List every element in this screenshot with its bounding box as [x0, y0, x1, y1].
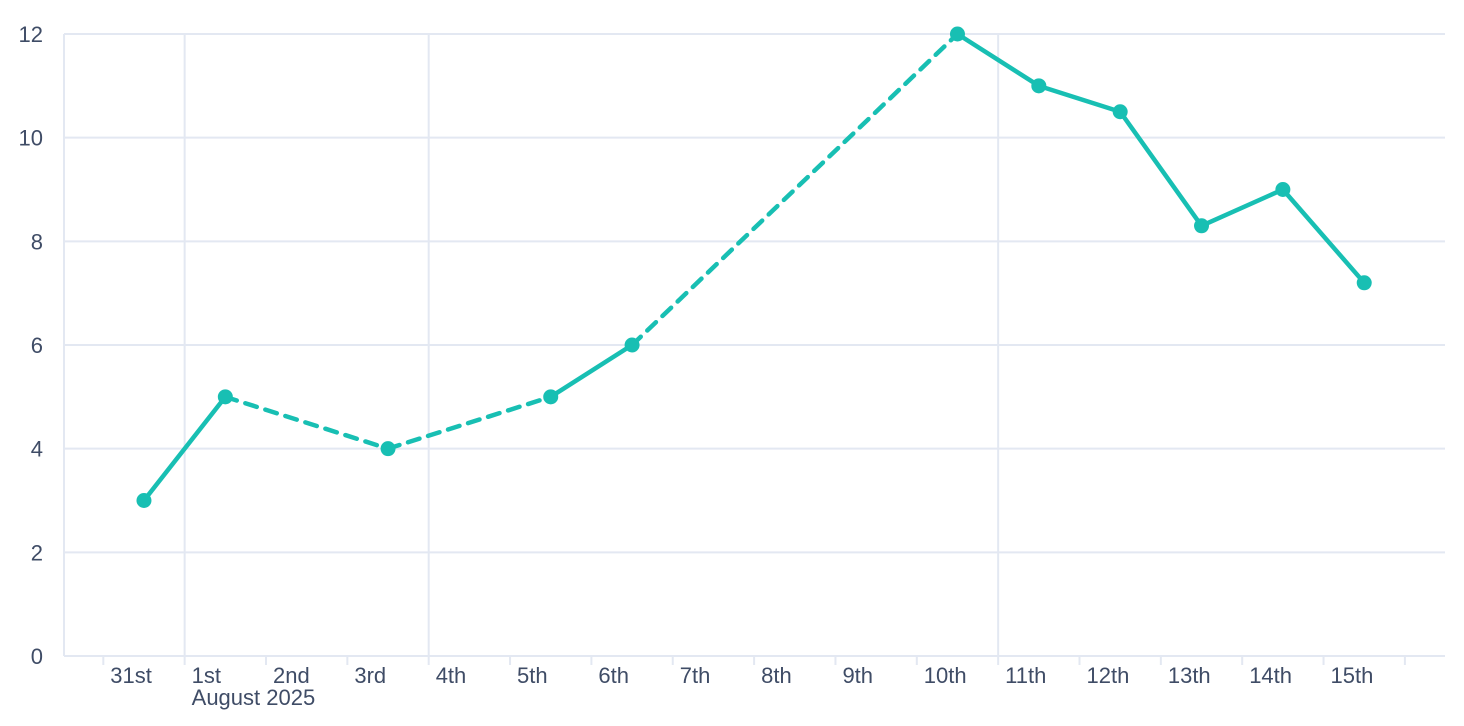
series-segment-dashed [629, 31, 960, 348]
data-point-marker[interactable] [1194, 218, 1210, 234]
data-point-marker[interactable] [1031, 78, 1047, 94]
x-tick-label: 8th [761, 663, 792, 688]
data-point-marker[interactable] [136, 493, 152, 508]
y-tick-label: 4 [31, 437, 43, 462]
x-tick-label: 31st [110, 663, 152, 688]
x-tick-label: 7th [680, 663, 711, 688]
series-segment-solid [1117, 109, 1204, 229]
y-tick-label: 2 [31, 540, 43, 565]
data-point-marker[interactable] [543, 389, 559, 405]
y-tick-label: 0 [31, 644, 43, 669]
month-label: August 2025 [192, 685, 316, 710]
series-segment-dashed [385, 394, 553, 451]
y-tick-label: 10 [19, 126, 43, 151]
x-tick-label: 10th [924, 663, 967, 688]
data-point-marker[interactable] [624, 337, 640, 353]
y-tick-label: 8 [31, 229, 43, 254]
gridlines [64, 33, 1445, 657]
series-segment-solid [1036, 83, 1123, 114]
series-segment-solid [955, 31, 1042, 89]
x-tick-label: 11th [1005, 663, 1046, 688]
x-tick-label: 13th [1168, 663, 1211, 688]
x-tick-label: 15th [1331, 663, 1374, 688]
x-tick-label: 2nd [273, 663, 310, 688]
series-segment-solid [548, 342, 635, 400]
x-tick-label: 4th [436, 663, 467, 688]
x-tick-label: 12th [1087, 663, 1130, 688]
x-tick-label: 5th [517, 663, 548, 688]
x-tick-label: 6th [598, 663, 629, 688]
data-point-marker[interactable] [217, 389, 233, 405]
data-point-marker[interactable] [380, 441, 396, 457]
x-tick-label: 9th [842, 663, 873, 688]
series-segment-solid [141, 394, 228, 503]
y-tick-label: 6 [31, 333, 43, 358]
data-point-marker[interactable] [949, 26, 965, 42]
x-tick-label: 14th [1249, 663, 1292, 688]
series-segment-dashed [223, 394, 391, 451]
y-tick-label: 12 [19, 22, 43, 47]
data-point-marker[interactable] [1112, 104, 1128, 120]
series-segment-solid [1199, 187, 1286, 229]
x-tick-label: 3rd [354, 663, 386, 688]
data-point-marker[interactable] [1356, 275, 1372, 291]
series-segment-solid [1280, 187, 1367, 286]
x-tick-label: 1st [192, 663, 221, 688]
data-point-marker[interactable] [1275, 182, 1291, 197]
